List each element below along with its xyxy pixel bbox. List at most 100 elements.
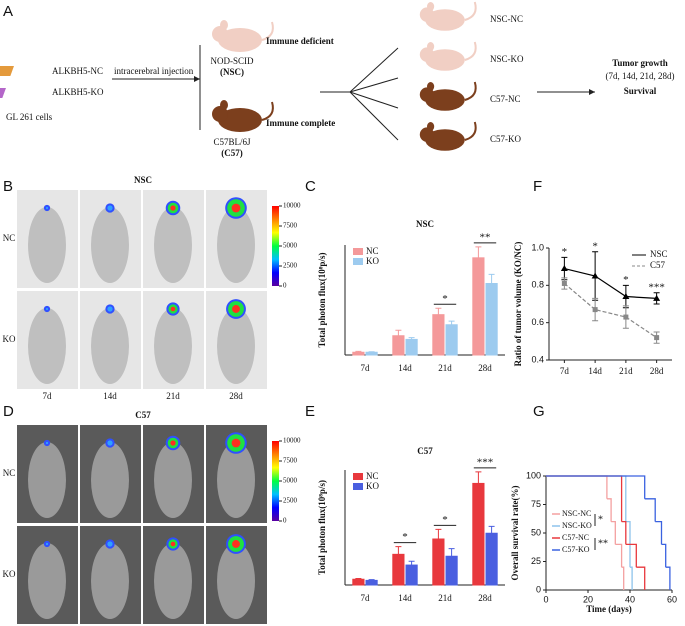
colorbar	[272, 441, 279, 521]
marker	[592, 307, 598, 313]
cell-icon	[0, 88, 6, 98]
mouse-silhouette	[154, 308, 192, 384]
mouse-silhouette	[28, 207, 66, 283]
significance: **	[598, 538, 608, 549]
arrow-head	[589, 89, 595, 95]
strain-name: NOD-SCID	[210, 56, 254, 66]
error-bar	[355, 350, 362, 353]
survival-step	[625, 520, 631, 568]
arrow-head	[194, 76, 200, 82]
error-bar	[368, 351, 375, 353]
chart-title: NSC	[416, 219, 434, 229]
signal	[45, 307, 49, 311]
legend-swatch	[353, 258, 363, 265]
mouse-silhouette	[217, 207, 255, 283]
legend-label: KO	[366, 256, 379, 266]
panel-label: F	[533, 178, 542, 195]
x-tick-label: 14d	[588, 366, 602, 376]
column-label: 14d	[103, 391, 117, 401]
significance: *	[442, 293, 448, 305]
legend-swatch	[353, 473, 363, 480]
signal	[170, 205, 176, 211]
panel-label: E	[305, 403, 315, 420]
group-label: NSC-NC	[490, 14, 523, 24]
error-bar	[395, 329, 402, 336]
y-axis-label: Total photon flux(10⁸p/s)	[317, 253, 327, 348]
error-bar	[435, 528, 442, 539]
arrow	[349, 91, 399, 109]
colorbar-label: 5000	[283, 242, 298, 250]
colorbar	[272, 206, 279, 286]
survival-step	[615, 543, 623, 568]
signal	[107, 205, 113, 211]
colorbar-label: 0	[283, 517, 287, 525]
legend-label: NSC-NC	[562, 509, 591, 518]
x-tick-label: 14d	[398, 593, 412, 603]
mouse-silhouette	[217, 442, 255, 518]
marker	[623, 314, 629, 320]
y-axis-label: Ratio of tumor volume (KO/NC)	[513, 242, 523, 367]
mouse-ear	[220, 100, 228, 110]
bar	[352, 578, 365, 586]
significance: **	[480, 231, 491, 243]
mouse-body	[425, 89, 465, 111]
survival-step	[621, 520, 627, 545]
signal	[231, 438, 241, 448]
signal	[170, 541, 176, 547]
colorbar-label: 10000	[283, 202, 301, 210]
panel-label: G	[533, 403, 545, 420]
y-tick-label: 25	[531, 556, 541, 566]
signal	[107, 440, 113, 446]
legend-label: NC	[366, 471, 379, 481]
group-label: NSC-KO	[490, 54, 524, 64]
colorbar-label: 10000	[283, 437, 301, 445]
colorbar-label: 7500	[283, 222, 298, 230]
mouse-body	[425, 49, 465, 71]
mouse-silhouette	[91, 207, 129, 283]
y-tick-label: 75	[531, 499, 541, 509]
error-bar	[488, 273, 495, 284]
arrow	[349, 91, 399, 141]
mouse-silhouette	[217, 308, 255, 384]
mouse-ear	[427, 2, 435, 11]
colorbar-label: 2500	[283, 497, 298, 505]
bar	[392, 553, 405, 586]
bar	[405, 564, 418, 586]
group-label: C57-KO	[490, 134, 521, 144]
strain-abbr: (NSC)	[220, 67, 244, 77]
mouse-body	[218, 108, 262, 132]
x-tick-label: 60	[667, 594, 677, 604]
panel-label: C	[305, 178, 316, 195]
mouse-head	[419, 7, 435, 22]
legend-label: KO	[366, 481, 379, 491]
survival-step	[625, 543, 637, 568]
mouse-silhouette	[28, 442, 66, 518]
mouse-silhouette	[91, 308, 129, 384]
bar	[445, 324, 458, 356]
survival-step	[630, 566, 633, 590]
x-tick-label: 40	[625, 594, 635, 604]
x-tick-label: 0	[543, 594, 548, 604]
mouse-ear	[427, 42, 435, 51]
significance: ***	[648, 281, 665, 293]
imaging-title: C57	[135, 410, 151, 420]
x-tick-label: 28d	[650, 366, 664, 376]
column-label: 21d	[166, 391, 180, 401]
bar	[485, 283, 498, 356]
mouse-ear	[427, 122, 435, 131]
outcome-survival: Survival	[624, 86, 657, 96]
signal	[170, 306, 176, 312]
survival-step	[606, 498, 612, 522]
signal	[107, 541, 113, 547]
bar	[392, 335, 405, 356]
cell-icon	[0, 66, 14, 76]
x-axis-label: Time (days)	[586, 604, 632, 614]
signal	[232, 540, 240, 548]
colorbar-label: 2500	[283, 262, 298, 270]
y-tick-label: 0	[536, 584, 541, 594]
significance: *	[442, 514, 448, 526]
mouse-ear	[427, 82, 435, 91]
marker	[653, 294, 661, 301]
row-label: NC	[3, 233, 16, 243]
